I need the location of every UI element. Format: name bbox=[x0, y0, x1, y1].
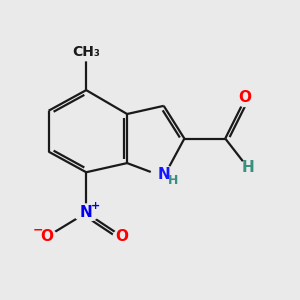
Ellipse shape bbox=[37, 229, 57, 244]
Text: O: O bbox=[116, 229, 129, 244]
Text: −: − bbox=[32, 223, 43, 236]
Text: H: H bbox=[242, 160, 254, 175]
Text: N: N bbox=[158, 167, 170, 182]
Text: H: H bbox=[168, 174, 179, 187]
Text: O: O bbox=[40, 229, 53, 244]
Text: +: + bbox=[91, 201, 100, 211]
Ellipse shape bbox=[73, 43, 100, 61]
Ellipse shape bbox=[113, 230, 131, 244]
Text: CH₃: CH₃ bbox=[72, 45, 100, 59]
Ellipse shape bbox=[239, 161, 257, 175]
Ellipse shape bbox=[236, 92, 254, 106]
Ellipse shape bbox=[74, 204, 99, 222]
Text: O: O bbox=[238, 90, 251, 105]
Ellipse shape bbox=[151, 166, 177, 184]
Text: N: N bbox=[80, 205, 93, 220]
